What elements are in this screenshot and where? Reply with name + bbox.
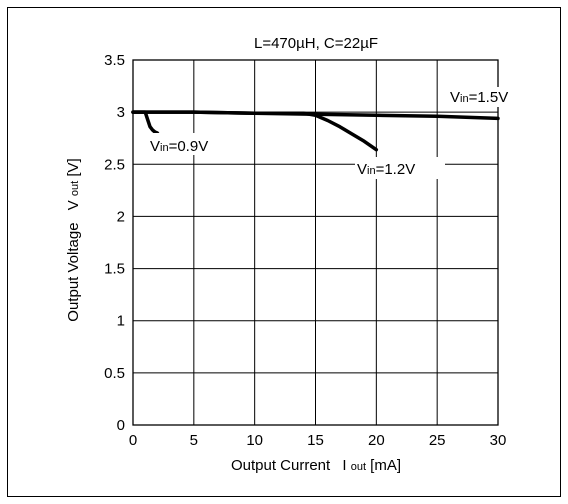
y-tick-label: 1 — [117, 313, 125, 330]
series-label-0-symbol: V — [150, 138, 160, 155]
x-tick-label: 15 — [307, 432, 324, 449]
series-label-1-sub: in — [367, 165, 376, 177]
y-axis-label-main: Output Voltage — [65, 222, 82, 321]
y-axis-label: Output Voltage V out [V] — [65, 158, 82, 321]
x-axis-label-symbol: I — [342, 457, 346, 474]
series-label-2: Vin=1.5V — [450, 89, 508, 106]
series-line-2 — [131, 110, 500, 121]
series-label-bg-2 — [447, 87, 527, 107]
series-label-bg-0 — [148, 133, 246, 155]
series-label-0-sub: in — [160, 142, 169, 154]
x-tick-label: 0 — [129, 432, 137, 449]
y-tick-label: 3 — [117, 104, 125, 121]
x-tick-label: 5 — [190, 432, 198, 449]
x-tick-label: 10 — [246, 432, 263, 449]
x-tick-label: 25 — [429, 432, 446, 449]
y-axis-label-sub: out — [69, 181, 81, 196]
series-label-1: Vin=1.2V — [357, 161, 415, 178]
series-label-0: Vin=0.9V — [150, 138, 208, 155]
y-axis-label-unit: [V] — [65, 158, 82, 176]
series-label-0-rest: =0.9V — [169, 138, 209, 155]
x-tick-label: 20 — [368, 432, 385, 449]
x-tick-label: 30 — [490, 432, 507, 449]
y-tick-label: 0.5 — [104, 365, 125, 382]
y-tick-label: 2.5 — [104, 156, 125, 173]
series-line-0 — [131, 110, 161, 137]
y-tick-label: 1.5 — [104, 261, 125, 278]
y-tick-label: 0 — [117, 417, 125, 434]
y-tick-label: 3.5 — [104, 52, 125, 69]
series-layer — [131, 110, 500, 152]
chart-title: L=470µH, C=22µF — [254, 35, 378, 52]
y-tick-label: 2 — [117, 208, 125, 225]
series-label-2-sub: in — [460, 93, 469, 105]
series-label-2-rest: =1.5V — [469, 89, 509, 106]
series-label-2-symbol: V — [450, 89, 460, 106]
tick-labels: 0 5 10 15 20 25 30 0 0.5 1 1.5 2 2.5 3 3.5 — [104, 52, 506, 449]
x-axis-label: Output Current I out [mA] — [231, 457, 401, 474]
x-axis-label-main: Output Current — [231, 457, 331, 474]
x-axis-label-unit: [mA] — [370, 457, 401, 474]
plot-area-border — [132, 59, 499, 426]
series-labels: Vin=0.9V Vin=1.2V Vin=1.5V — [148, 87, 527, 179]
x-axis-label-sub: out — [351, 461, 366, 473]
y-axis-label-symbol: V — [65, 200, 82, 210]
series-label-1-rest: =1.2V — [376, 161, 416, 178]
series-label-bg-1 — [355, 157, 445, 179]
series-label-1-symbol: V — [357, 161, 367, 178]
